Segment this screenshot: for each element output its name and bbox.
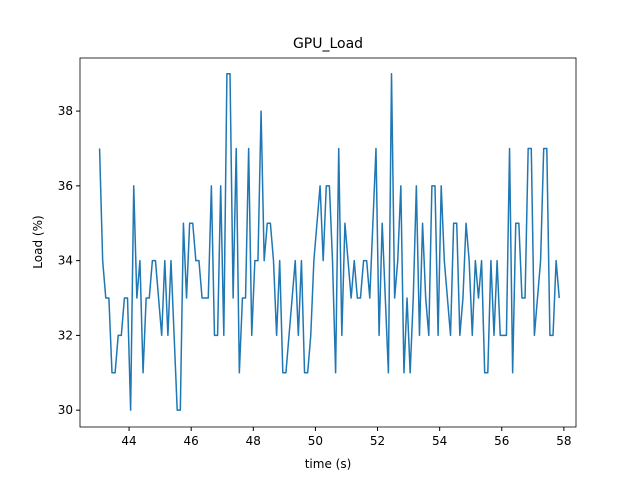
data-line (98, 72, 560, 411)
x-tick-label: 44 (121, 434, 136, 448)
x-tick-label: 50 (308, 434, 323, 448)
y-tick-label: 34 (58, 254, 73, 268)
y-tick-label: 32 (58, 328, 73, 342)
y-tick-label: 36 (58, 179, 73, 193)
x-axis-label: time (s) (305, 457, 352, 471)
x-tick-label: 48 (246, 434, 261, 448)
chart-title: GPU_Load (293, 36, 363, 52)
y-axis-label: Load (%) (31, 215, 45, 268)
x-tick-label: 54 (432, 434, 447, 448)
axes-frame (79, 57, 577, 428)
y-tick-label: 30 (58, 403, 73, 417)
x-tick-label: 52 (370, 434, 385, 448)
y-tick-label: 38 (58, 104, 73, 118)
x-tick-label: 56 (494, 434, 509, 448)
x-tick-label: 46 (184, 434, 199, 448)
x-tick-label: 58 (556, 434, 571, 448)
